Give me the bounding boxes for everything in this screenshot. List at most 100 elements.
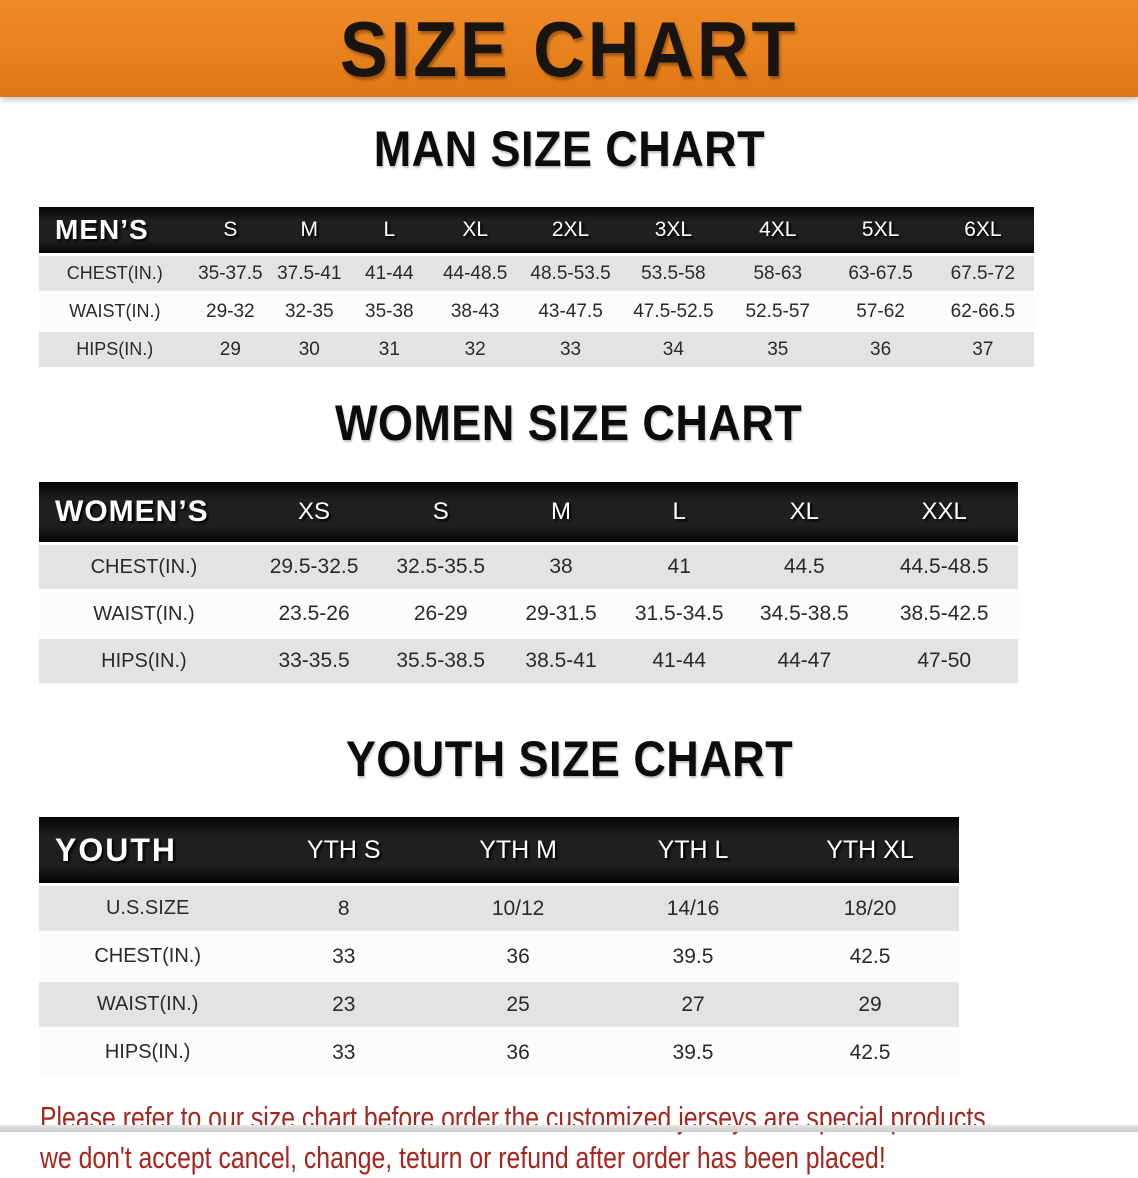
column-header: 6XL	[931, 207, 1035, 253]
size-cell: 8	[256, 886, 432, 931]
size-cell: 29-32	[190, 294, 271, 329]
spacer-cell	[1034, 332, 1099, 367]
size-cell: 32	[430, 332, 521, 367]
size-cell: 33	[256, 1030, 432, 1075]
row-label: HIPS(IN.)	[39, 332, 191, 367]
size-cell: 58-63	[725, 256, 830, 291]
column-header: YTH XL	[780, 817, 960, 883]
women-size-chart-heading-text: WOMEN SIZE CHART	[335, 395, 803, 451]
size-cell: 33	[256, 934, 432, 979]
size-cell: 53.5-58	[620, 256, 726, 291]
spacer-cell	[1018, 545, 1099, 589]
group-label: YOUTH	[39, 817, 257, 883]
table-row: HIPS(IN.) 33 36 39.5 42.5	[39, 1030, 1099, 1075]
column-header: 3XL	[620, 207, 726, 253]
size-cell: 34	[620, 332, 726, 367]
man-size-chart-heading-text: MAN SIZE CHART	[373, 121, 765, 177]
column-header: YTH L	[605, 817, 781, 883]
table-row: HIPS(IN.) 33-35.5 35.5-38.5 38.5-41 41-4…	[39, 639, 1099, 683]
table-row: CHEST(IN.) 29.5-32.5 32.5-35.5 38 41 44.…	[39, 545, 1099, 589]
man-size-chart-heading: MAN SIZE CHART	[0, 121, 1138, 183]
table-row: WAIST(IN.) 23 25 27 29	[39, 982, 1099, 1027]
women-size-chart-heading: WOMEN SIZE CHART	[0, 395, 1138, 457]
size-cell: 42.5	[780, 1030, 960, 1075]
table-row: WAIST(IN.) 29-32 32-35 35-38 38-43 43-47…	[39, 294, 1099, 329]
spacer-cell	[959, 982, 1099, 1027]
size-cell: 32.5-35.5	[379, 545, 503, 589]
youth-size-chart-heading: YOUTH SIZE CHART	[0, 734, 1138, 793]
column-header: S	[190, 207, 271, 253]
size-cell: 38-43	[430, 294, 521, 329]
size-cell: 31.5-34.5	[619, 592, 739, 636]
column-header: 5XL	[829, 207, 932, 253]
size-cell: 33-35.5	[248, 639, 380, 683]
column-header: XL	[738, 482, 871, 542]
table-row: HIPS(IN.) 29 30 31 32 33 34 35 36 37	[39, 332, 1099, 367]
group-label: WOMEN’S	[39, 482, 249, 542]
size-cell: 10/12	[431, 886, 606, 931]
size-cell: 31	[348, 332, 431, 367]
size-chart-title: SIZE CHART	[339, 4, 799, 93]
size-cell: 18/20	[780, 886, 960, 931]
size-cell: 39.5	[605, 1030, 781, 1075]
column-header: 4XL	[725, 207, 830, 253]
size-cell: 29.5-32.5	[248, 545, 380, 589]
size-cell: 35.5-38.5	[379, 639, 503, 683]
table-row: CHEST(IN.) 33 36 39.5 42.5	[39, 934, 1099, 979]
size-cell: 41	[619, 545, 739, 589]
row-label: WAIST(IN.)	[39, 294, 191, 329]
spacer-cell	[1018, 639, 1099, 683]
size-cell: 41-44	[619, 639, 739, 683]
row-label: HIPS(IN.)	[39, 1030, 257, 1075]
size-cell: 29-31.5	[502, 592, 620, 636]
size-cell: 32-35	[270, 294, 349, 329]
column-header: L	[348, 207, 431, 253]
size-cell: 23	[256, 982, 432, 1027]
spacer-cell	[1034, 207, 1099, 253]
table-header-row: WOMEN’S XS S M L XL XXL	[39, 482, 1099, 542]
row-label: WAIST(IN.)	[39, 982, 257, 1027]
size-cell: 41-44	[348, 256, 431, 291]
size-cell: 44.5-48.5	[870, 545, 1019, 589]
size-cell: 36	[829, 332, 932, 367]
size-cell: 38.5-42.5	[870, 592, 1019, 636]
size-cell: 63-67.5	[829, 256, 932, 291]
size-cell: 48.5-53.5	[520, 256, 621, 291]
column-header: 2XL	[520, 207, 621, 253]
size-cell: 25	[431, 982, 606, 1027]
size-cell: 36	[431, 1030, 606, 1075]
table-header-row: MEN’S S M L XL 2XL 3XL 4XL 5XL 6XL	[39, 207, 1099, 253]
size-cell: 36	[431, 934, 606, 979]
row-label: HIPS(IN.)	[39, 639, 249, 683]
column-header: XXL	[870, 482, 1019, 542]
spacer-cell	[1034, 256, 1099, 291]
spacer-cell	[959, 817, 1099, 883]
row-label: CHEST(IN.)	[39, 256, 191, 291]
size-cell: 30	[270, 332, 349, 367]
spacer-cell	[959, 886, 1099, 931]
size-cell: 35	[725, 332, 830, 367]
size-cell: 44.5	[738, 545, 871, 589]
size-cell: 34.5-38.5	[738, 592, 871, 636]
column-header: XL	[430, 207, 521, 253]
size-chart-banner: SIZE CHART	[0, 0, 1138, 97]
column-header: YTH M	[431, 817, 606, 883]
spacer-cell	[1018, 482, 1099, 542]
table-header-row: YOUTH YTH S YTH M YTH L YTH XL	[39, 817, 1099, 883]
size-cell: 43-47.5	[520, 294, 621, 329]
spacer-cell	[959, 934, 1099, 979]
size-cell: 39.5	[605, 934, 781, 979]
size-cell: 62-66.5	[931, 294, 1035, 329]
size-cell: 29	[190, 332, 271, 367]
size-cell: 37.5-41	[270, 256, 349, 291]
row-label: WAIST(IN.)	[39, 592, 249, 636]
size-cell: 33	[520, 332, 621, 367]
size-cell: 29	[780, 982, 960, 1027]
table-row: U.S.SIZE 8 10/12 14/16 18/20	[39, 886, 1099, 931]
size-cell: 42.5	[780, 934, 960, 979]
size-cell: 26-29	[379, 592, 503, 636]
size-cell: 38.5-41	[502, 639, 620, 683]
disclaimer-line-2: we don't accept cancel, change, teturn o…	[40, 1140, 886, 1175]
column-header: L	[619, 482, 739, 542]
row-label: CHEST(IN.)	[39, 545, 249, 589]
